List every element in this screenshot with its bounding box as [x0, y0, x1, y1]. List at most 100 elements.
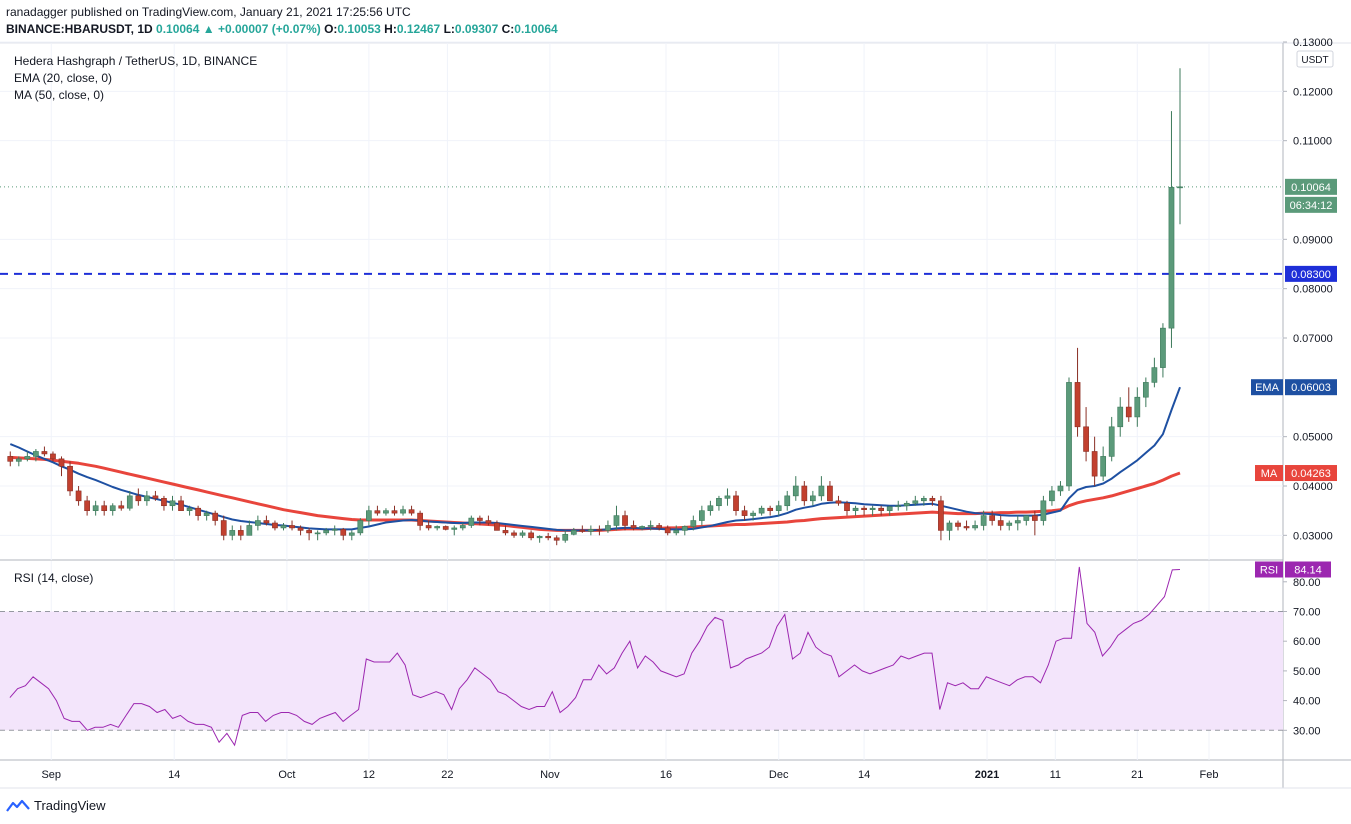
legend-ma: MA (50, close, 0) [14, 88, 104, 102]
level-badge-bg [1285, 265, 1337, 282]
date-tick-label: 14 [858, 769, 870, 781]
date-tick-label: 16 [660, 769, 672, 781]
candle-body [161, 498, 167, 507]
legend-title: Hedera Hashgraph / TetherUS, 1D, BINANCE [14, 54, 257, 68]
candle-body [15, 458, 22, 462]
candle-body [400, 509, 406, 514]
date-tick-label: 11 [1050, 769, 1061, 781]
candle-body [459, 525, 466, 529]
candle-body [775, 505, 782, 511]
footer-brand: TradingView [34, 798, 106, 813]
candle-body [938, 500, 944, 531]
candle-body [178, 500, 184, 511]
candle-body [912, 500, 919, 504]
candle-body [895, 505, 902, 508]
price-tick-label: 0.13000 [1293, 37, 1333, 49]
high-label: H: [384, 22, 397, 36]
rsi-value-badge: 84.14 [1294, 564, 1322, 576]
price-tick-label: 0.12000 [1293, 86, 1333, 98]
candle-body [434, 526, 441, 529]
candle-body [306, 530, 312, 534]
candle-body [101, 505, 108, 511]
candle-body [494, 522, 500, 531]
candle-body [929, 498, 936, 502]
rsi-value-badge-bg [1285, 561, 1331, 578]
footer[interactable]: TradingView [6, 798, 106, 813]
date-tick-label: Nov [540, 769, 560, 781]
candle-body [869, 507, 876, 510]
candle-body [997, 520, 1004, 526]
candle-body [699, 510, 705, 521]
candle-body [639, 526, 645, 529]
rsi-tick-label: 80.00 [1293, 577, 1321, 589]
candle-body [656, 525, 663, 529]
candle-body [818, 485, 825, 497]
candle-body [408, 509, 415, 514]
up-arrow-icon: ▲ [202, 22, 215, 36]
ema-label-badge-bg [1251, 379, 1283, 396]
candle-body [477, 517, 483, 521]
candle-body [809, 495, 816, 502]
tradingview-logo-icon [6, 799, 30, 812]
candle-body [972, 525, 978, 529]
date-tick-label: 12 [363, 769, 375, 781]
rsi-legend: RSI (14, close) [14, 571, 93, 585]
date-tick-label: Sep [41, 769, 61, 781]
candle-body [348, 532, 355, 536]
close-label: C: [501, 22, 515, 36]
countdown-badge: 06:34:12 [1290, 200, 1333, 212]
currency-label: USDT [1301, 55, 1328, 66]
candle-body [1049, 490, 1055, 502]
price-tick-label: 0.03000 [1293, 530, 1333, 542]
open-label: O: [324, 22, 338, 36]
candle-body [417, 512, 423, 526]
candle-body [664, 527, 671, 534]
legend-ema: EMA (20, close, 0) [14, 71, 112, 85]
date-tick-label: 14 [168, 769, 180, 781]
last-price-badge: 0.10064 [1291, 182, 1331, 194]
candle-body [451, 527, 458, 530]
date-tick-label: 2021 [975, 769, 999, 781]
candle-body [383, 510, 389, 514]
candle-body [630, 525, 637, 529]
candle-body [946, 522, 953, 531]
candle-body [75, 490, 82, 502]
candle-body [605, 525, 611, 531]
date-tick-label: Oct [278, 769, 295, 781]
candle-body [425, 525, 432, 529]
candle-body [50, 453, 56, 460]
last-price-badge-bg [1285, 178, 1337, 195]
candle-body [1142, 382, 1149, 398]
candle-body [792, 485, 799, 497]
candle-body [263, 520, 270, 524]
candle-body [1083, 426, 1089, 452]
publish-line: ranadagger published on TradingView.com,… [6, 5, 411, 19]
close-value: 0.10064 [514, 22, 558, 36]
candle-body [468, 517, 475, 526]
ema-value-badge: 0.06003 [1291, 382, 1331, 394]
price-tick-label: 0.09000 [1293, 234, 1333, 246]
candle-body [169, 500, 176, 507]
date-tick-label: Dec [769, 769, 789, 781]
candle-body [613, 515, 620, 526]
candle-body [1125, 406, 1132, 418]
candle-body [690, 520, 697, 527]
candle-body [186, 507, 193, 511]
candle-body [1057, 485, 1064, 492]
candle-body [297, 527, 304, 531]
candle-body [152, 495, 159, 499]
candle-body [861, 507, 867, 510]
candle-body [903, 502, 910, 507]
candle-body [502, 530, 509, 534]
candle-body [647, 525, 654, 527]
price-tick-label: 0.07000 [1293, 333, 1333, 345]
candle-body [212, 512, 219, 521]
candle-body [220, 520, 227, 536]
candle-body [1168, 187, 1175, 329]
candle-body [886, 506, 893, 511]
symbol-line: BINANCE:HBARUSDT, 1D 0.10064 ▲ +0.00007 … [6, 22, 558, 36]
price-change: +0.00007 (+0.07%) [217, 22, 321, 36]
candle-body [126, 495, 133, 509]
ma-label-badge: MA [1261, 468, 1278, 480]
